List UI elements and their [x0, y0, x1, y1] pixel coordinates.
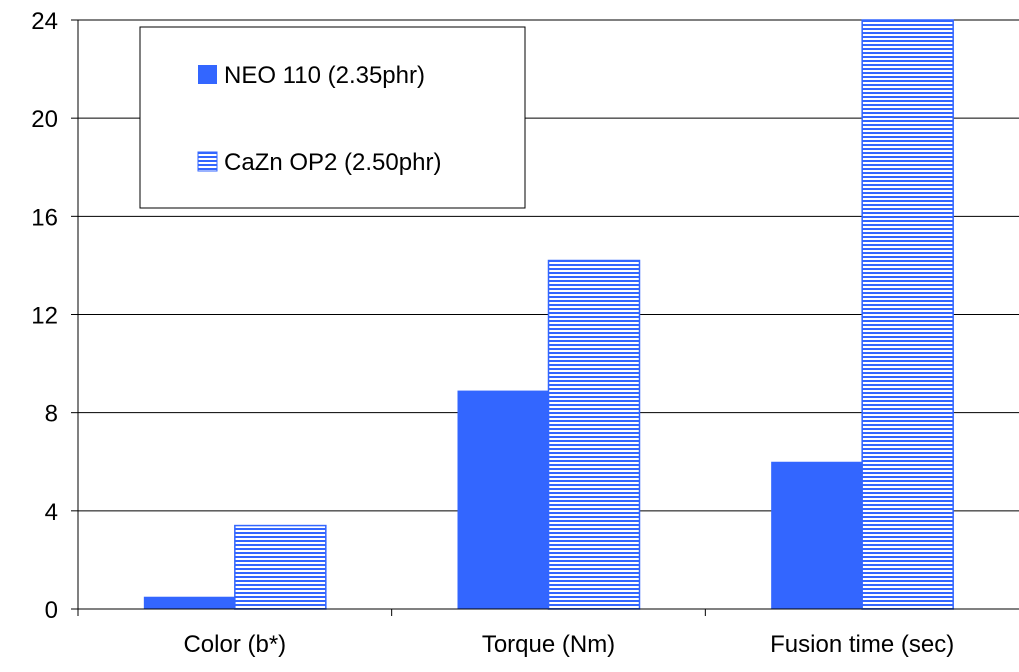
bar-cazn-op2-2	[861, 19, 954, 610]
bar-cazn-op2-1	[547, 259, 641, 610]
bar-neo110-0	[143, 596, 235, 609]
bar-cazn-op2-0	[234, 524, 327, 610]
y-tick-label-12: 12	[31, 303, 58, 330]
legend-box	[139, 26, 526, 209]
y-tick-label-20: 20	[31, 106, 58, 133]
bar-neo110-1	[457, 390, 549, 609]
x-axis-category-labels: Color (b*) Torque (Nm) Fusion time (sec)	[183, 631, 954, 658]
x-category-label-0: Color (b*)	[183, 631, 286, 658]
legend-swatch-neo110	[198, 65, 217, 84]
legend-label-neo110: NEO 110 (2.35phr)	[224, 62, 425, 89]
x-category-label-1: Torque (Nm)	[482, 631, 615, 658]
bar-neo110-2	[771, 461, 863, 609]
y-tick-label-0: 0	[45, 597, 58, 624]
axes	[77, 20, 1019, 616]
y-tick-label-24: 24	[31, 8, 58, 35]
x-category-label-2: Fusion time (sec)	[770, 631, 954, 658]
legend-swatch-cazn-op2	[197, 151, 218, 172]
y-tick-label-16: 16	[31, 204, 58, 231]
bars	[143, 19, 954, 610]
y-tick-label-4: 4	[45, 499, 58, 526]
y-tick-label-8: 8	[45, 401, 58, 428]
y-axis-tick-labels: 0 4 8 12 16 20 24	[31, 8, 58, 624]
legend-label-cazn-op2: CaZn OP2 (2.50phr)	[224, 149, 441, 176]
legend: NEO 110 (2.35phr) CaZn OP2 (2.50phr)	[139, 26, 526, 209]
